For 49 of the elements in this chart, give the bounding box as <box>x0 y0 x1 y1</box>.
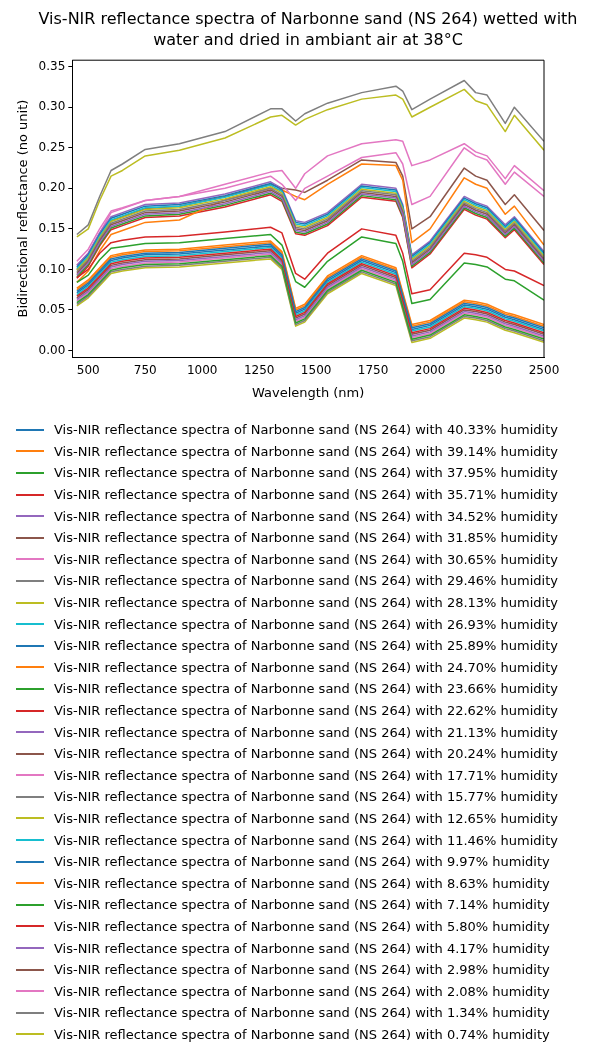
x-tick-label: 2250 <box>471 363 503 378</box>
legend-label: Vis-NIR reflectance spectra of Narbonne sand (NS 264) with 11.46% humidity <box>54 832 558 848</box>
legend-label: Vis-NIR reflectance spectra of Narbonne sand (NS 264) with 22.62% humidity <box>54 703 558 719</box>
legend-label: Vis-NIR reflectance spectra of Narbonne sand (NS 264) with 1.34% humidity <box>54 1005 550 1021</box>
y-tick-label: 0.05 <box>38 302 66 317</box>
y-tick-label: 0.00 <box>38 342 66 357</box>
x-axis-title: Wavelength (nm) <box>252 384 365 400</box>
legend-label: Vis-NIR reflectance spectra of Narbonne sand (NS 264) with 24.70% humidity <box>54 659 558 675</box>
y-tick-label: 0.25 <box>38 139 66 154</box>
x-tick-label: 2000 <box>414 363 446 378</box>
y-tick-label: 0.20 <box>38 180 66 195</box>
legend-label: Vis-NIR reflectance spectra of Narbonne sand (NS 264) with 26.93% humidity <box>54 616 558 632</box>
legend-label: Vis-NIR reflectance spectra of Narbonne sand (NS 264) with 35.71% humidity <box>54 487 558 503</box>
x-tick-label: 1750 <box>357 363 389 378</box>
x-tick-label: 1250 <box>243 363 275 378</box>
legend-label: Vis-NIR reflectance spectra of Narbonne sand (NS 264) with 29.46% humidity <box>54 573 558 589</box>
x-tick-label: 750 <box>133 363 157 378</box>
legend-label: Vis-NIR reflectance spectra of Narbonne sand (NS 264) with 12.65% humidity <box>54 810 558 826</box>
legend-label: Vis-NIR reflectance spectra of Narbonne sand (NS 264) with 39.14% humidity <box>54 443 558 459</box>
y-tick-label: 0.15 <box>38 221 66 235</box>
legend-label: Vis-NIR reflectance spectra of Narbonne sand (NS 264) with 0.74% humidity <box>54 1026 550 1042</box>
x-tick-label: 1000 <box>186 363 218 378</box>
legend-label: Vis-NIR reflectance spectra of Narbonne sand (NS 264) with 28.13% humidity <box>54 595 558 611</box>
legend-label: Vis-NIR reflectance spectra of Narbonne sand (NS 264) with 2.98% humidity <box>54 962 550 978</box>
legend-label: Vis-NIR reflectance spectra of Narbonne sand (NS 264) with 31.85% humidity <box>54 530 558 546</box>
legend-label: Vis-NIR reflectance spectra of Narbonne sand (NS 264) with 37.95% humidity <box>54 465 558 481</box>
legend-label: Vis-NIR reflectance spectra of Narbonne sand (NS 264) with 15.77% humidity <box>54 789 558 805</box>
chart-title: Vis-NIR reflectance spectra of Narbonne sand (NS 264) wetted with water and dried in ambiant air at 38°C <box>37 8 579 50</box>
x-tick-label: 1500 <box>300 363 332 378</box>
y-axis-title: Bidirectional reflectance (no unit) <box>15 99 31 318</box>
legend-label: Vis-NIR reflectance spectra of Narbonne sand (NS 264) with 40.33% humidity <box>54 422 558 438</box>
legend-label: Vis-NIR reflectance spectra of Narbonne sand (NS 264) with 2.08% humidity <box>54 983 550 999</box>
legend-label: Vis-NIR reflectance spectra of Narbonne sand (NS 264) with 7.14% humidity <box>54 897 550 913</box>
legend-label: Vis-NIR reflectance spectra of Narbonne sand (NS 264) with 4.17% humidity <box>54 940 550 956</box>
legend-label: Vis-NIR reflectance spectra of Narbonne sand (NS 264) with 9.97% humidity <box>54 854 550 870</box>
x-tick-label: 2500 <box>528 363 560 378</box>
y-tick-label: 0.30 <box>38 99 66 114</box>
legend-label: Vis-NIR reflectance spectra of Narbonne sand (NS 264) with 25.89% humidity <box>54 638 558 654</box>
legend-label: Vis-NIR reflectance spectra of Narbonne sand (NS 264) with 17.71% humidity <box>54 767 558 783</box>
x-tick-label: 500 <box>76 363 100 378</box>
y-tick-label: 0.10 <box>38 261 66 276</box>
legend-label: Vis-NIR reflectance spectra of Narbonne sand (NS 264) with 23.66% humidity <box>54 681 558 697</box>
legend-label: Vis-NIR reflectance spectra of Narbonne sand (NS 264) with 30.65% humidity <box>54 551 558 567</box>
legend-label: Vis-NIR reflectance spectra of Narbonne sand (NS 264) with 21.13% humidity <box>54 724 558 740</box>
legend-label: Vis-NIR reflectance spectra of Narbonne sand (NS 264) with 8.63% humidity <box>54 875 550 891</box>
legend-label: Vis-NIR reflectance spectra of Narbonne sand (NS 264) with 5.80% humidity <box>54 918 550 934</box>
legend-label: Vis-NIR reflectance spectra of Narbonne sand (NS 264) with 34.52% humidity <box>54 508 558 524</box>
y-tick-label: 0.35 <box>38 58 66 73</box>
legend-label: Vis-NIR reflectance spectra of Narbonne sand (NS 264) with 20.24% humidity <box>54 746 558 762</box>
